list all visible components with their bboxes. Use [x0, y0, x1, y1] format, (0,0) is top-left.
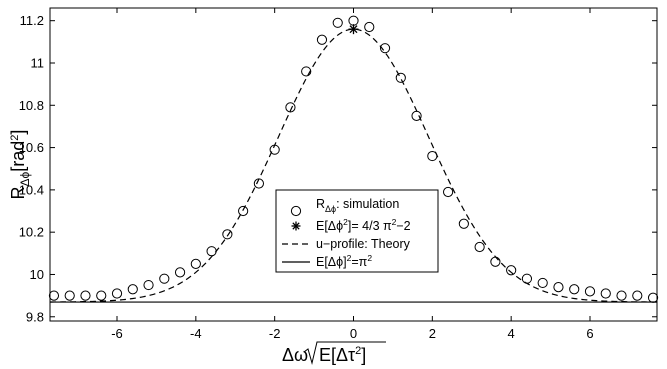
y-axis-label: RΔϕ[rad2]: [8, 130, 32, 200]
x-axis-label-part: 2: [355, 345, 361, 357]
legend-text-part: −2: [396, 219, 410, 233]
simulation-point: [285, 102, 296, 113]
simulation-point: [584, 286, 596, 297]
x-tick-label: 0: [350, 326, 357, 341]
y-tick-label: 9.8: [26, 309, 44, 324]
legend-text-part: Δϕ: [325, 204, 336, 214]
y-tick-label: 11: [31, 55, 45, 70]
legend-text-part: 2: [347, 253, 352, 263]
legend-text-part: 2: [392, 217, 397, 227]
y-axis-label-part: R: [8, 186, 28, 199]
x-axis-label: Δω: [282, 345, 308, 365]
x-axis-label-part: ]: [361, 345, 366, 365]
y-axis-label-part: [rad: [8, 141, 28, 172]
y-tick-label: 10.8: [19, 98, 44, 113]
simulation-point: [521, 273, 533, 284]
x-tick-label: -2: [269, 326, 281, 341]
legend-label-theory: u−profile: Theory: [316, 237, 411, 251]
series-layer: [48, 15, 659, 303]
simulation-point: [379, 43, 391, 54]
x-axis-label-argument: E[Δτ2]: [319, 345, 366, 365]
simulation-point: [553, 282, 564, 293]
simulation-point: [490, 256, 501, 267]
y-tick-label: 10.2: [19, 225, 44, 240]
simulation-point: [427, 150, 438, 162]
simulation-point: [269, 144, 280, 155]
simulation-point: [96, 290, 107, 301]
simulation-point: [253, 178, 265, 189]
x-tick-label: 2: [429, 326, 436, 341]
x-axis-label-part: E[Δτ: [319, 345, 355, 365]
legend-text-part: =π: [351, 255, 367, 269]
legend-text-part: : simulation: [336, 197, 399, 211]
simulation-point: [222, 229, 233, 240]
simulation-point: [316, 34, 328, 45]
simulation-point: [537, 277, 548, 289]
simulation-point: [569, 284, 580, 295]
y-axis-label-part: 2: [9, 135, 21, 141]
simulation-point: [206, 246, 217, 257]
y-axis-label-part: Δϕ: [18, 171, 32, 186]
legend-symbol-asterisk: [291, 221, 301, 231]
legend-text-part: R: [316, 197, 325, 211]
y-tick-label: 10: [30, 267, 44, 282]
legend-label-simulation: RΔϕ: simulation: [316, 197, 399, 214]
simulation-point: [364, 21, 375, 33]
legend-text-part: E[Δϕ]: [316, 255, 347, 269]
simulation-point: [395, 72, 406, 83]
ticks: -6 -4 -2 0 2 4 6 9.8 10 10.2 10.4 10.6 10.8 11 11.2: [19, 8, 657, 341]
simulation-point: [111, 288, 123, 299]
asterisk-point: [348, 24, 359, 35]
simulation-point: [190, 258, 201, 269]
plot-area: -6 -4 -2 0 2 4 6 9.8 10 10.2 10.4 10.6 10.8 11 11.2: [19, 7, 659, 341]
y-tick-label: 10.6: [19, 140, 44, 155]
x-tick-label: -6: [111, 326, 123, 341]
simulation-point: [411, 110, 422, 121]
simulation-point: [64, 290, 75, 301]
legend-text-part: 2: [367, 253, 372, 263]
simulation-point: [506, 265, 517, 276]
legend-label-asterisk: E[Δϕ2]= 4/3 π2−2: [316, 217, 411, 233]
simulation-point: [458, 218, 469, 229]
simulation-point: [174, 267, 186, 278]
asterisk-stroke: [349, 25, 358, 34]
simulation-point: [647, 292, 659, 303]
x-axis-label-radical: [303, 341, 386, 365]
simulation-point: [474, 241, 485, 253]
legend-text-part: ]= 4/3 π: [348, 219, 392, 233]
simulation-point: [616, 290, 627, 301]
simulation-point: [332, 17, 343, 28]
legend-text-part: E[Δϕ: [316, 219, 343, 233]
simulation-point: [159, 273, 170, 284]
y-tick-label: 11.2: [20, 13, 44, 28]
simulation-point: [600, 288, 611, 299]
legend-label-baseline: E[Δϕ]2=π2: [316, 253, 372, 269]
simulation-point: [238, 205, 249, 217]
simulation-point: [143, 279, 154, 291]
simulation-point: [301, 66, 312, 77]
series-theory-line: [49, 28, 658, 303]
simulation-point: [632, 290, 643, 301]
simulation-point: [127, 284, 138, 295]
legend-text-part: 2: [343, 217, 348, 227]
x-tick-label: 6: [586, 326, 593, 341]
x-tick-label: -4: [190, 326, 202, 341]
y-axis-label-part: ]: [8, 130, 28, 135]
x-axis-label-inner: E[Δτ2]: [319, 345, 366, 365]
simulation-point: [80, 290, 91, 301]
simulation-point: [348, 15, 359, 26]
x-tick-label: 4: [508, 326, 515, 341]
asterisk-stroke: [292, 222, 300, 230]
legend-box: [275, 189, 439, 273]
axes-frame: [49, 7, 658, 322]
legend-symbol-circle: [290, 205, 302, 217]
y-tick-label: 10.4: [19, 182, 44, 197]
simulation-point: [48, 290, 60, 301]
simulation-point: [442, 186, 454, 198]
